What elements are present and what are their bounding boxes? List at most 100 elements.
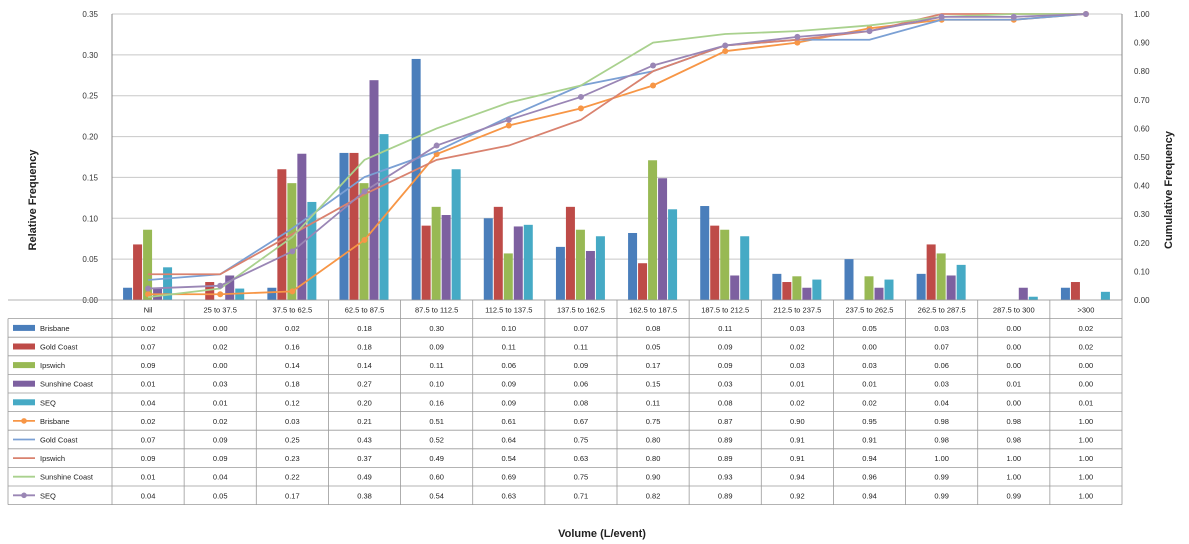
y-tick-label: 0.00 [82,296,98,305]
axes: 0.00 0.05 0.10 0.15 0.20 0.25 0.30 0.35 0.00 0.10… [82,10,1150,305]
table-cell: 0.17 [646,361,661,370]
bar-brisbane [123,287,133,300]
table-cell: 0.03 [718,380,733,389]
table-cell: 0.75 [646,417,661,426]
category-label: 212.5 to 237.5 [773,305,821,314]
table-cell: 0.03 [790,361,805,370]
table-cell: 0.52 [429,436,444,445]
table-cell: 0.02 [862,398,877,407]
category-label: 137.5 to 162.5 [557,305,605,314]
point-brisbane [794,39,801,46]
table-cell: 0.80 [646,454,661,463]
table-cell: 0.07 [934,343,949,352]
table-cell: 0.93 [718,473,733,482]
table-cell: 0.01 [1006,380,1021,389]
table-cell: 0.17 [285,491,300,500]
bar-ipswich [503,253,513,300]
table-cell: 0.00 [1079,380,1094,389]
y2-tick-label: 0.80 [1134,67,1150,76]
table-cell: 0.02 [1079,343,1094,352]
bar-brisbane [483,218,493,300]
point-seq [1082,11,1089,17]
legend-line-seq-marker [21,492,27,499]
table-cell: 0.15 [646,380,661,389]
table-cell: 0.11 [718,324,732,333]
point-brisbane [722,48,729,55]
table-cell: 0.01 [213,398,228,407]
bar-seq [595,236,605,300]
table-cell: 0.09 [429,343,444,352]
bar-gold-coast [349,152,359,300]
bar-brisbane [267,287,277,300]
y2-tick-label: 0.40 [1134,182,1150,191]
point-seq [938,13,945,20]
table-cell: 0.11 [646,398,660,407]
table-cell: 0.02 [213,417,228,426]
table-cell: 0.89 [718,454,733,463]
legend-bar-brisbane-swatch [13,324,35,331]
table-cell: 0.27 [357,380,372,389]
x-axis-label: Volume (L/event) [558,528,646,540]
table-cell: 0.94 [862,454,877,463]
table-cell: 0.00 [862,343,877,352]
bar-sunshine-coast [802,287,812,300]
point-brisbane [650,82,657,89]
table-cell: 0.21 [357,417,372,426]
table-cell: 0.07 [141,436,156,445]
legend-line-sunshine-coast: Sunshine Coast [40,473,94,482]
y2-tick-label: 0.60 [1134,124,1150,133]
bar-brisbane [916,273,926,300]
bar-brisbane [700,206,710,300]
category-label: 287.5 to 300 [993,305,1035,314]
table-cell: 0.18 [285,380,300,389]
table-cell: 0.09 [501,380,516,389]
legend-bar-brisbane: Brisbane [40,324,70,333]
line-seq [148,13,1086,290]
bar-sunshine-coast [730,275,740,300]
legend-line-brisbane: Brisbane [40,417,70,426]
bar-seq [1028,296,1038,300]
point-brisbane [145,291,152,298]
point-seq [361,188,368,195]
legend-bar-ipswich: Ipswich [40,361,65,370]
table-cell: 0.03 [790,324,805,333]
table-cell: 0.23 [285,454,300,463]
table-cell: 0.01 [862,380,877,389]
table-cell: 0.25 [285,436,300,445]
table-cell: 0.91 [790,436,805,445]
table-cell: 0.10 [501,324,516,333]
table-cell: 0.75 [574,473,589,482]
bar-ipswich [431,206,441,300]
line-gold-coast [148,13,1086,281]
bar-ipswich [648,160,658,300]
table-cell: 1.00 [1079,417,1094,426]
table-cell: 0.99 [934,491,949,500]
table-cell: 0.01 [790,380,805,389]
point-seq [1010,13,1017,20]
bar-seq [812,279,822,300]
table-cell: 0.09 [574,361,589,370]
table-cell: 0.03 [934,324,949,333]
bar-seq [1100,291,1110,300]
table-cell: 0.95 [862,417,877,426]
table-cell: 0.64 [501,436,516,445]
table-cell: 0.87 [718,417,733,426]
bar-seq [523,224,533,300]
table-cell: 0.04 [141,491,156,500]
legend-bar-gold-coast-swatch [13,343,35,350]
table-cell: 0.02 [1079,324,1094,333]
table-cell: 0.11 [574,343,588,352]
table-cell: 0.07 [574,324,589,333]
bar-sunshine-coast [513,226,523,300]
table-cell: 0.00 [213,361,228,370]
table-cell: 1.00 [1006,473,1021,482]
table-cell: 0.37 [357,454,372,463]
cumulative-lines [145,11,1089,299]
table-cell: 0.08 [574,398,589,407]
table-cell: 0.14 [285,361,300,370]
category-label: 262.5 to 287.5 [918,305,966,314]
table-cell: 0.49 [357,473,372,482]
table-cell: 0.00 [1006,343,1021,352]
table-cell: 0.98 [1006,436,1021,445]
bar-sunshine-coast [225,275,235,300]
